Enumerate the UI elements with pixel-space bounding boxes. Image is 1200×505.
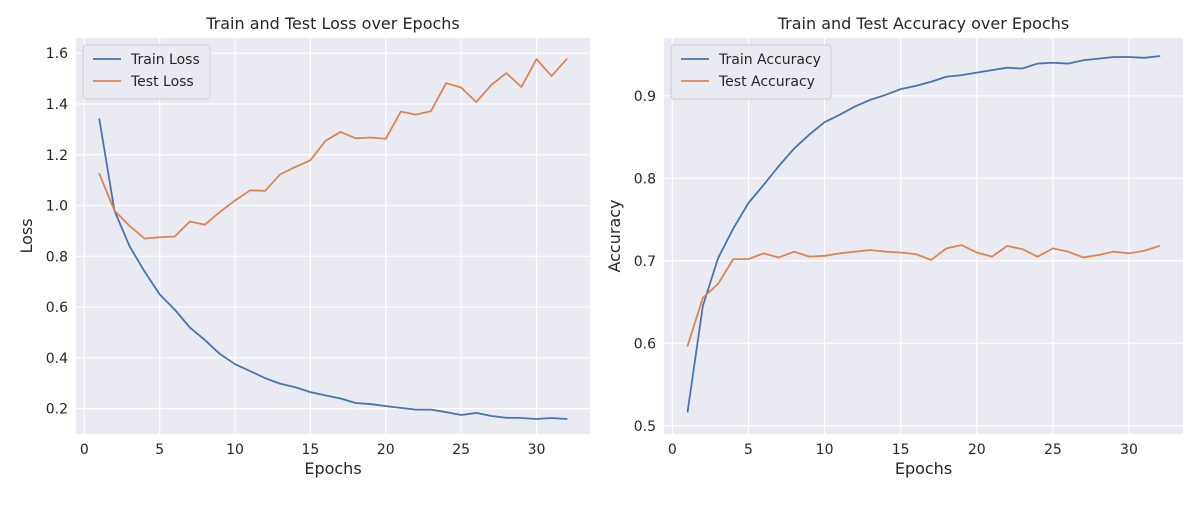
loss-x-tick-label: 10 — [226, 442, 244, 458]
accuracy-x-tick-label: 5 — [744, 442, 753, 458]
accuracy-y-tick-label: 0.6 — [634, 336, 656, 352]
accuracy-x-axis-label: Epochs — [895, 459, 952, 478]
accuracy-legend-label-test: Test Accuracy — [718, 74, 815, 90]
accuracy-x-tick-label: 20 — [968, 442, 986, 458]
loss-series-line-test — [98, 58, 568, 240]
loss-y-tick-label: 1.0 — [46, 199, 68, 215]
accuracy-chart-title: Train and Test Accuracy over Epochs — [777, 14, 1069, 33]
accuracy-chart: 0 5 10 15 20 25 30 0.5 0.6 0.7 0.8 0.9 Train and Tes… — [605, 14, 1183, 478]
loss-x-tick-label: 30 — [528, 442, 546, 458]
loss-x-tick-label: 0 — [80, 442, 89, 458]
loss-y-tick-label: 1.2 — [46, 148, 68, 164]
loss-x-tick-label: 15 — [301, 442, 319, 458]
accuracy-y-axis-label: Accuracy — [605, 199, 624, 272]
loss-series-line-train — [98, 118, 568, 420]
accuracy-x-tick-label: 10 — [816, 442, 834, 458]
loss-y-tick-label: 0.8 — [46, 249, 68, 265]
loss-legend-label-test: Test Loss — [130, 74, 194, 90]
loss-x-tick-label: 5 — [155, 442, 164, 458]
accuracy-legend-box — [670, 44, 832, 100]
loss-chart: 0 5 10 15 20 25 30 0.2 0.4 0.6 0.8 1.0 1.2 1.4 1.6 Trai… — [17, 14, 590, 478]
accuracy-y-tick-label: 0.9 — [634, 89, 656, 105]
loss-y-tick-label: 1.6 — [46, 46, 68, 62]
accuracy-y-tick-label: 0.7 — [634, 254, 656, 270]
accuracy-y-tick-label: 0.8 — [634, 171, 656, 187]
loss-legend-label-train: Train Loss — [130, 52, 200, 68]
accuracy-x-tick-label: 15 — [892, 442, 910, 458]
loss-y-tick-label: 1.4 — [46, 97, 68, 113]
loss-y-tick-label: 0.6 — [46, 300, 68, 316]
accuracy-legend: Train Accuracy Test Accuracy — [670, 44, 832, 100]
loss-y-tick-label: 0.2 — [46, 402, 68, 418]
accuracy-series-line-test — [686, 244, 1161, 347]
loss-x-axis-label: Epochs — [304, 459, 361, 478]
accuracy-x-tick-label: 0 — [668, 442, 677, 458]
accuracy-x-tick-label: 25 — [1044, 442, 1062, 458]
loss-legend: Train Loss Test Loss — [82, 44, 211, 100]
accuracy-x-tick-label: 30 — [1120, 442, 1138, 458]
accuracy-y-tick-label: 0.5 — [634, 419, 656, 435]
loss-x-tick-label: 25 — [452, 442, 470, 458]
accuracy-legend-label-train: Train Accuracy — [718, 52, 821, 68]
loss-x-tick-label: 20 — [377, 442, 395, 458]
loss-y-axis-label: Loss — [17, 218, 36, 253]
loss-y-tick-label: 0.4 — [46, 351, 68, 367]
accuracy-plot-area — [664, 38, 1183, 434]
accuracy-series-line-train — [686, 55, 1161, 413]
loss-chart-title: Train and Test Loss over Epochs — [205, 14, 460, 33]
